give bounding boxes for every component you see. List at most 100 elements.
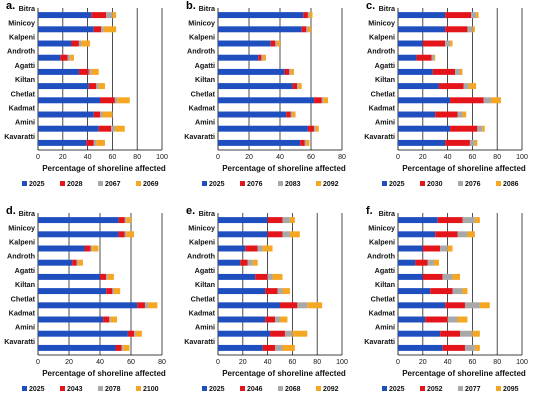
category-label: Kiltan [375, 280, 395, 289]
chart-panel-6: Bitra Minicoy Kalpeni Androth Agatti Kiltan Ch… [360, 205, 540, 402]
bar-segment [457, 316, 468, 323]
x-axis-title: Percentage of shoreline affected [42, 164, 166, 173]
bar-segment [445, 302, 465, 309]
category-label: Minicoy [368, 223, 395, 232]
category-label: Kalpeni [369, 238, 395, 247]
category-label: Kiltan [195, 280, 215, 289]
panel-label: d. [6, 205, 16, 217]
chart-panel-3: Bitra Minicoy Kalpeni Androth Agatti Kiltan Ch… [360, 0, 540, 200]
category-label: Agatti [15, 266, 35, 275]
bar-segment [472, 330, 480, 337]
bar-segment [218, 26, 302, 33]
bar-segment [218, 54, 259, 61]
bar-segment [289, 231, 300, 238]
bar-segment [306, 26, 308, 33]
bar-segment [101, 26, 104, 33]
legend-swatch [382, 181, 387, 186]
bar-segment [262, 245, 273, 252]
legend-swatch [22, 181, 27, 186]
bar-segment [323, 97, 329, 104]
x-axis-title: Percentage of shoreline affected [402, 369, 526, 378]
bar-segment [218, 111, 287, 118]
bar-segment [482, 125, 485, 132]
x-tick-label: 20 [245, 154, 253, 161]
bar-segment [398, 288, 431, 295]
bar-segment [290, 68, 294, 75]
bar-segment [435, 231, 458, 238]
bar-segment [282, 217, 290, 224]
bar-segment [137, 302, 145, 309]
x-tick-label: 0 [216, 359, 220, 366]
category-label: Amini [375, 118, 395, 127]
bar-segment [474, 217, 480, 224]
bar-segment [286, 111, 291, 118]
category-label: Kavaratti [364, 132, 395, 141]
bar-segment [398, 302, 446, 309]
bar-segment [415, 259, 428, 266]
bar-segment [88, 83, 97, 90]
bar-segment [430, 288, 453, 295]
category-label: Kiltan [375, 75, 395, 84]
bar-segment [148, 302, 158, 309]
bar-segment [135, 330, 142, 337]
bar-segment [292, 111, 296, 118]
bar-segment [144, 302, 149, 309]
bar-segment [109, 316, 111, 323]
bar-segment [121, 344, 124, 351]
bar-segment [126, 231, 135, 238]
panel-label: e. [186, 205, 196, 217]
bar-segment [398, 316, 426, 323]
bar-segment [289, 217, 295, 224]
bar-segment [314, 97, 322, 104]
bar-segment [462, 217, 475, 224]
bar-segment [471, 12, 477, 19]
category-label: Androth [7, 252, 35, 261]
bar-segment [398, 111, 436, 118]
bar-segment [38, 316, 104, 323]
category-label: Bitra [199, 209, 216, 218]
legend-swatch [136, 386, 141, 391]
bar-segment [218, 288, 266, 295]
x-tick-label: 20 [419, 154, 427, 161]
bar-segment [314, 125, 316, 132]
chart-panel-2: Bitra Minicoy Kalpeni Androth Agatti Kiltan Ch… [180, 0, 360, 200]
bar-segment [398, 68, 433, 75]
bar-segment [432, 68, 456, 75]
category-label: Minicoy [368, 18, 395, 27]
bar-segment [321, 97, 324, 104]
x-tick-label: 0 [396, 359, 400, 366]
bar-segment [71, 40, 79, 47]
x-tick-label: 60 [127, 359, 135, 366]
bar-segment [38, 330, 128, 337]
bar-segment [297, 83, 299, 90]
bar-segment [38, 12, 92, 19]
category-label: Minicoy [188, 223, 215, 232]
x-tick-label: 100 [156, 154, 168, 161]
category-label: Amini [195, 323, 215, 332]
legend-label: 2025 [29, 181, 45, 188]
bar-segment [398, 12, 446, 19]
bar-segment [445, 139, 470, 146]
bar-segment [115, 344, 122, 351]
category-label: Kavaratti [184, 337, 215, 346]
legend-swatch [420, 386, 425, 391]
bar-segment [398, 26, 446, 33]
bar-segment [124, 231, 127, 238]
bar-chart: Bitra Minicoy Kalpeni Androth Agatti Kiltan Ch… [184, 209, 348, 393]
bar-segment [445, 26, 468, 33]
bar-segment [460, 330, 473, 337]
category-label: Bitra [19, 209, 36, 218]
legend-swatch [240, 386, 245, 391]
bar-segment [398, 344, 443, 351]
legend-swatch [98, 386, 103, 391]
x-axis-title: Percentage of shoreline affected [222, 369, 346, 378]
bar-segment [218, 40, 271, 47]
category-label: Kadmat [189, 104, 216, 113]
bar-segment [491, 97, 501, 104]
x-tick-label: 0 [36, 359, 40, 366]
bar-segment [282, 231, 290, 238]
bar-segment [110, 316, 118, 323]
legend-swatch [316, 386, 321, 391]
x-tick-label: 80 [313, 359, 321, 366]
category-label: Minicoy [188, 18, 215, 27]
